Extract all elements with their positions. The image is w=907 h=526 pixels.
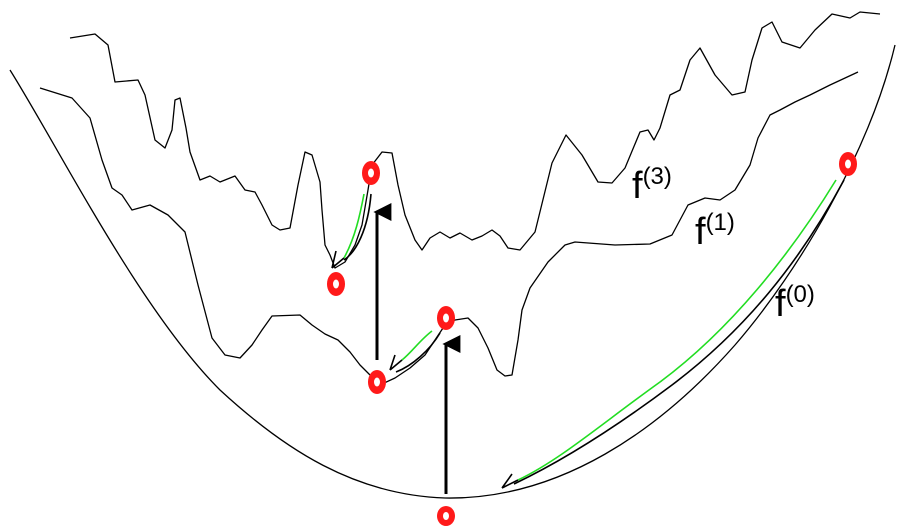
curve-f1 — [39, 71, 859, 385]
point-f1-start — [437, 306, 455, 330]
descent-arrowhead-f3 — [331, 250, 345, 269]
label-f1: f(1) — [695, 209, 735, 253]
point-f0-start — [839, 152, 857, 176]
point-f0-end — [437, 506, 455, 526]
descent-guide-f0 — [513, 179, 845, 485]
descent-guide-f1 — [395, 332, 441, 373]
descent-guide-f3 — [343, 193, 372, 261]
curve-f0 — [9, 44, 896, 499]
point-f3-start — [362, 161, 380, 185]
descent-path-f3 — [343, 193, 365, 259]
point-f3-end — [327, 272, 345, 296]
label-f3: f(3) — [632, 163, 672, 207]
descent-path-f0 — [517, 179, 837, 481]
descent-arrowhead-f1 — [389, 354, 403, 371]
descent-arrowhead-f0 — [501, 473, 519, 489]
curve-f3 — [69, 11, 881, 269]
point-f1-end — [368, 370, 386, 394]
descent-path-f1 — [401, 330, 433, 361]
label-f0: f(0) — [775, 281, 815, 325]
